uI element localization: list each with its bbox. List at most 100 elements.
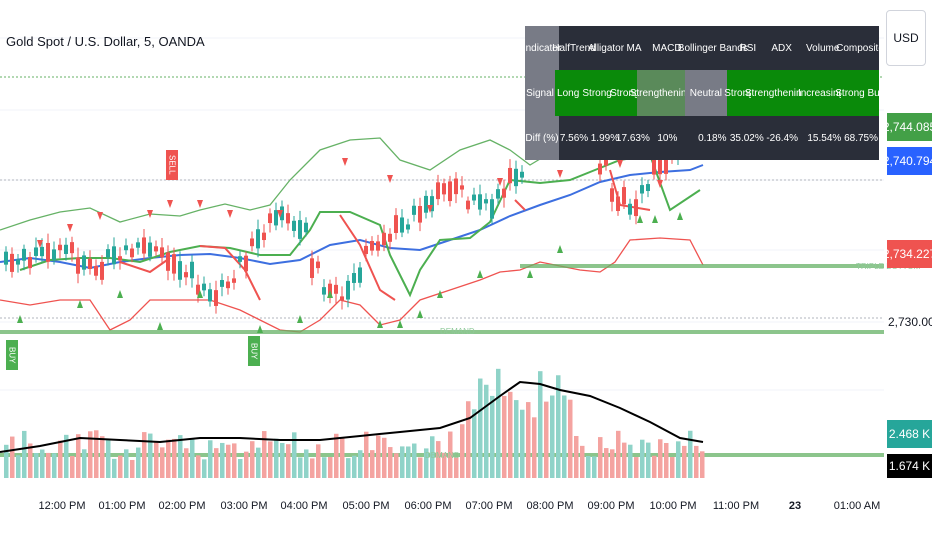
volume-bar [64,434,69,478]
volume-bar [124,449,129,478]
volume-bar [544,401,549,478]
candle-body [196,284,200,295]
price-label-top: 2,744.085 [883,113,932,141]
candle-body [262,232,266,241]
table-cell: 68.75% [844,132,878,144]
candle-body [322,287,326,295]
candle-body [172,254,176,274]
candle-body [334,284,338,294]
volume-bar [214,448,219,478]
volume-bar [334,433,339,478]
time-label: 01:00 PM [98,500,146,512]
volume-bar [688,430,693,478]
volume-bar [700,451,705,478]
candle-body [202,283,206,291]
volume-bar [670,457,675,478]
volume-bar [370,450,375,478]
volume-bar [88,431,93,478]
time-axis[interactable]: 12:00 PM 01:00 PM 02:00 PM 03:00 PM 04:00 PM… [0,500,884,520]
candle-body [430,196,434,212]
buy-arrow [257,325,263,333]
table-cell: RSI [739,42,757,54]
candle-body [610,188,614,202]
table-cell: Alligator [587,42,625,54]
candle-body [118,256,122,261]
candle-body [466,200,470,210]
candle-body [424,195,428,213]
candle-body [28,257,32,269]
candle-body [208,289,212,302]
halftrend-red-segments [119,169,651,301]
volume-avg-label: 1.674 K [887,454,932,478]
volume-bar [118,455,123,478]
candle-body [106,249,110,258]
volume-bar [592,456,597,478]
table-cell: MACD [652,42,682,54]
volume-bar [352,455,357,478]
table-cell: -26.4% [766,132,799,144]
volume-bar [346,458,351,478]
volume-bar [274,438,279,478]
buy-arrow [527,270,533,278]
volume-bar [412,443,417,478]
volume-bar [58,440,63,478]
volume-bar [28,443,33,478]
volume-bar [514,400,519,478]
candle-body [370,240,374,251]
volume-bar [262,431,267,478]
volume-bar [610,449,615,478]
table-cell: Diff (%) [525,116,559,160]
time-label: 11:00 PM [712,500,760,512]
volume-bar [430,436,435,478]
table-cell: 10% [657,132,678,144]
candle-body [622,187,626,205]
candle-body [436,182,440,200]
table-cell: Strong [724,70,754,116]
volume-bar [364,431,369,478]
candle-body [40,246,44,257]
volume-bar [220,442,225,478]
candle-body [460,185,464,190]
candle-body [352,273,356,283]
candle-body [184,272,188,278]
sell-arrow [387,175,393,183]
candle-body [100,261,104,280]
sell-arrow [557,170,563,178]
volume-bar [130,459,135,478]
candle-body [232,278,236,283]
candle-body [652,156,656,175]
sell-signal-box: SELL [166,150,178,180]
candle-body [640,185,644,194]
support-level [0,330,885,334]
volume-bar [226,444,231,478]
candle-body [472,194,476,201]
volume-bar [82,449,87,478]
symbol-title[interactable]: Gold Spot / U.S. Dollar, 5, OANDA [6,34,205,49]
volume-bar [676,441,681,478]
volume-bar [196,455,201,478]
candle-body [454,178,458,195]
candle-body [502,188,506,198]
volume-bar [142,432,147,478]
volume-bar [34,453,39,478]
table-cell: Bollinger Bands [677,42,748,54]
candle-body [520,171,524,178]
table-cell: Neutral [684,70,727,116]
sell-arrow [37,240,43,248]
currency-button[interactable]: USD [886,10,926,66]
volume-bar [376,435,381,478]
table-header-row: Indicator HalfTrend Alligator MA MACD Bolling… [523,26,884,70]
volume-bar [646,442,651,478]
candle-body [46,242,50,262]
table-cell: Long [554,70,582,116]
time-label: 09:00 PM [587,500,635,512]
sell-arrow [342,158,348,166]
volume-bar [238,459,243,478]
candle-body [52,249,56,260]
volume-bar [94,430,99,478]
buy-arrow [477,270,483,278]
sell-arrow [657,180,663,188]
candle-body [628,203,632,215]
volume-bar [52,453,57,478]
volume-bar [472,409,477,478]
